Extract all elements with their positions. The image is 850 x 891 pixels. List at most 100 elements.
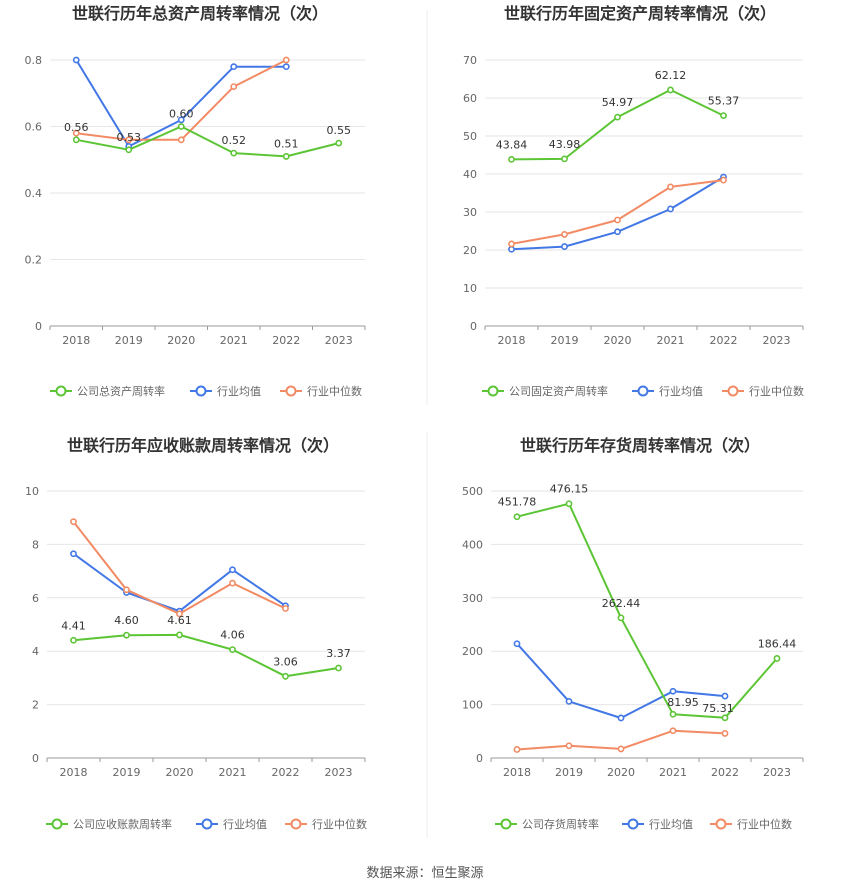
- legend-item-median[interactable]: 行业中位数: [722, 384, 804, 398]
- data-point-company[interactable]: [669, 710, 677, 718]
- data-point-median[interactable]: [123, 586, 130, 594]
- data-point-median[interactable]: [508, 240, 515, 248]
- data-point-median[interactable]: [565, 742, 573, 750]
- data-point-median[interactable]: [513, 746, 521, 753]
- data-point-median[interactable]: [617, 745, 625, 753]
- data-point-company[interactable]: [335, 664, 342, 672]
- data-point-company[interactable]: [565, 500, 573, 508]
- data-point-company[interactable]: [721, 714, 729, 722]
- data-point-median[interactable]: [282, 56, 290, 64]
- legend-item-company[interactable]: 公司存货周转率: [495, 817, 599, 831]
- y-tick-label: 0: [32, 752, 39, 765]
- series-line-company: [73, 633, 339, 678]
- legend-item-company[interactable]: 公司总资产周转率: [50, 384, 165, 398]
- data-point-median[interactable]: [720, 176, 727, 184]
- data-point-company[interactable]: [508, 156, 515, 163]
- y-tick-label: 4: [32, 645, 39, 658]
- data-point-median[interactable]: [125, 136, 133, 144]
- legend-label: 行业中位数: [737, 817, 792, 831]
- data-point-company[interactable]: [177, 123, 185, 130]
- x-tick-label: 2019: [115, 334, 143, 347]
- data-point-median[interactable]: [614, 216, 621, 224]
- y-tick-label: 60: [463, 92, 477, 105]
- data-point-avg[interactable]: [561, 243, 568, 250]
- legend-item-median[interactable]: 行业中位数: [285, 817, 367, 831]
- data-point-avg[interactable]: [230, 63, 238, 71]
- data-label: 0.56: [64, 121, 89, 134]
- legend-label: 行业均值: [217, 385, 261, 398]
- data-point-company[interactable]: [561, 155, 568, 163]
- legend-item-company[interactable]: 公司应收账款周转率: [46, 817, 172, 831]
- legend-item-median[interactable]: 行业中位数: [710, 817, 792, 831]
- data-point-avg[interactable]: [617, 714, 625, 722]
- legend-marker: [500, 818, 512, 830]
- data-point-avg[interactable]: [229, 566, 236, 574]
- data-point-company[interactable]: [230, 149, 238, 157]
- data-point-avg[interactable]: [721, 692, 729, 700]
- legend-item-median[interactable]: 行业中位数: [280, 384, 362, 398]
- y-tick-label: 0.2: [25, 254, 43, 267]
- chart-title: 世联行历年应收账款周转率情况（次）: [67, 436, 339, 455]
- legend-marker: [715, 818, 727, 830]
- data-point-company[interactable]: [282, 153, 290, 160]
- data-point-median[interactable]: [282, 605, 289, 612]
- legend-marker: [487, 385, 499, 397]
- series-line-median: [72, 521, 286, 615]
- x-tick-label: 2021: [659, 766, 687, 779]
- data-point-company[interactable]: [335, 139, 343, 147]
- legend-item-avg[interactable]: 行业均值: [196, 818, 267, 831]
- data-point-company[interactable]: [720, 112, 727, 119]
- data-point-company[interactable]: [229, 646, 236, 653]
- legend-marker: [727, 385, 739, 397]
- data-point-avg[interactable]: [565, 697, 573, 705]
- data-point-company[interactable]: [617, 614, 625, 622]
- data-point-company[interactable]: [282, 672, 289, 680]
- data-point-company[interactable]: [72, 136, 80, 144]
- data-point-company[interactable]: [123, 631, 130, 639]
- legend-item-avg[interactable]: 行业均值: [190, 385, 261, 398]
- legend-label: 公司总资产周转率: [77, 384, 165, 398]
- data-point-avg[interactable]: [70, 550, 77, 558]
- data-point-company[interactable]: [513, 513, 521, 521]
- data-point-median[interactable]: [721, 730, 729, 737]
- data-point-company[interactable]: [773, 655, 781, 662]
- data-point-avg[interactable]: [72, 56, 80, 64]
- x-tick-label: 2023: [763, 334, 791, 347]
- data-point-company[interactable]: [125, 146, 133, 154]
- legend-item-company[interactable]: 公司固定资产周转率: [482, 384, 608, 398]
- data-point-company[interactable]: [70, 636, 77, 644]
- y-tick-label: 0.8: [25, 54, 43, 67]
- x-tick-label: 2022: [711, 766, 739, 779]
- data-point-median[interactable]: [72, 129, 80, 137]
- data-point-avg[interactable]: [177, 116, 185, 124]
- data-point-median[interactable]: [70, 518, 77, 526]
- data-point-median[interactable]: [176, 610, 183, 618]
- y-tick-label: 40: [463, 168, 477, 181]
- data-point-avg[interactable]: [513, 640, 521, 648]
- data-point-avg[interactable]: [667, 205, 674, 213]
- data-point-median[interactable]: [669, 727, 677, 735]
- y-tick-label: 100: [462, 699, 483, 712]
- data-point-avg[interactable]: [282, 63, 290, 71]
- data-point-company[interactable]: [667, 86, 674, 94]
- y-tick-label: 300: [462, 592, 483, 605]
- y-tick-label: 20: [463, 244, 477, 257]
- data-point-company[interactable]: [176, 631, 183, 639]
- y-tick-label: 400: [462, 538, 483, 551]
- data-point-median[interactable]: [177, 136, 185, 144]
- data-point-median[interactable]: [561, 231, 568, 238]
- legend-item-avg[interactable]: 行业均值: [622, 818, 693, 831]
- y-tick-label: 70: [463, 54, 477, 67]
- data-point-median[interactable]: [229, 579, 236, 587]
- data-point-avg[interactable]: [669, 687, 677, 695]
- data-point-avg[interactable]: [614, 228, 621, 236]
- x-tick-label: 2022: [272, 766, 300, 779]
- y-tick-label: 2: [32, 699, 39, 712]
- data-point-median[interactable]: [667, 183, 674, 191]
- x-tick-label: 2018: [60, 766, 88, 779]
- legend-label: 公司固定资产周转率: [509, 384, 608, 398]
- data-point-median[interactable]: [230, 83, 238, 90]
- data-point-company[interactable]: [614, 113, 621, 121]
- legend-item-avg[interactable]: 行业均值: [632, 385, 703, 398]
- data-point-avg[interactable]: [508, 245, 515, 253]
